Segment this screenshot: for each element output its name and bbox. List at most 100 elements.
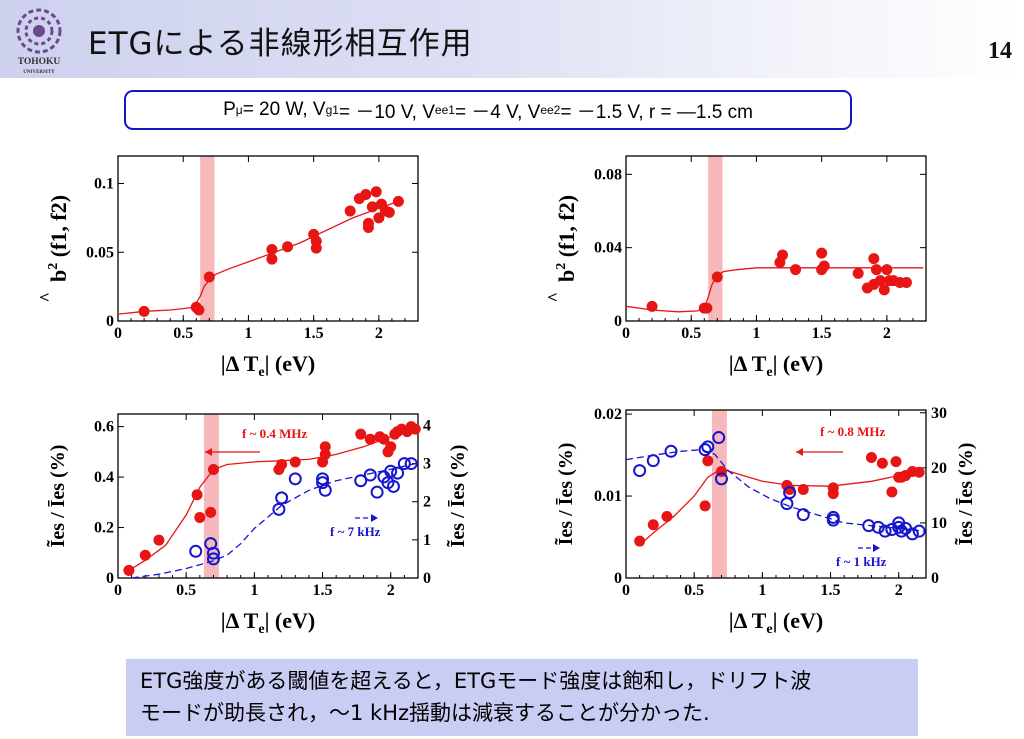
y-tick-label: 0.1 xyxy=(94,176,114,193)
blue-data-point xyxy=(397,457,411,471)
x-tick-label: 1 xyxy=(758,582,766,599)
y2-tick-label: 0 xyxy=(423,570,431,587)
blue-frequency-label: f ~ 1 kHz xyxy=(836,554,887,569)
slide-header: TOHOKU UNIVERSITY ETGによる非線形相互作用 14 xyxy=(0,0,1024,78)
blue-data-point xyxy=(783,486,797,500)
blue-data-point xyxy=(780,497,794,511)
red-fit-curve xyxy=(128,428,416,571)
x-tick-label: 0 xyxy=(622,582,630,599)
red-data-point xyxy=(816,247,828,259)
y-axis-hat: ^ xyxy=(544,292,564,302)
y-tick-label: 0.6 xyxy=(94,419,114,436)
logo-text-1: TOHOKU xyxy=(18,57,61,67)
x-tick-label: 2 xyxy=(883,325,891,342)
red-data-point xyxy=(378,433,390,445)
red-data-point xyxy=(364,433,376,445)
red-data-point xyxy=(266,253,278,265)
y-tick-label: 0 xyxy=(106,313,114,330)
y-axis-label-right: Ĩes / Īes (%) xyxy=(954,443,977,546)
red-data-point xyxy=(289,456,301,468)
red-data-point xyxy=(870,264,882,276)
summary-box: ETG強度がある閾値を超えると，ETGモード強度は飽和し，ドリフト波 モードが助… xyxy=(126,659,918,736)
red-data-point xyxy=(370,186,382,198)
y-axis-label-right: Ĩes / Īes (%) xyxy=(446,445,469,548)
red-data-point xyxy=(711,271,723,283)
blue-data-point xyxy=(878,524,892,538)
blue-data-point xyxy=(206,546,220,560)
y-tick-label: 0.01 xyxy=(594,488,622,505)
red-arrow-head xyxy=(796,448,803,456)
red-data-point xyxy=(266,244,278,255)
x-tick-label: 0 xyxy=(114,325,122,342)
red-data-point xyxy=(123,564,135,576)
chart-fluctuation-7khz: 0 0.5 1 1.5 2 0 0.2 0.4 0.6 0 1 2 3 4 f ~ 0.4 MHz f ~ 7… xyxy=(46,413,469,637)
blue-data-point xyxy=(905,527,919,541)
red-data-point xyxy=(205,506,217,518)
x-tick-label: 1 xyxy=(250,582,258,599)
red-data-point xyxy=(702,455,714,467)
y-axis-label-left: Ĩes / Īes (%) xyxy=(46,445,69,548)
blue-data-point xyxy=(206,552,220,566)
y2-tick-label: 10 xyxy=(931,515,947,532)
x-tick-label: 0 xyxy=(114,582,122,599)
blue-data-point xyxy=(698,443,712,457)
x-tick-label: 1.5 xyxy=(812,325,832,342)
red-data-point xyxy=(382,446,394,458)
x-tick-label: 0.5 xyxy=(681,325,701,342)
chart-b2-f1-f2-left: 0 0.5 1 1.5 2 0 0.05 0.1 |Δ Te| (eV) b2 (f1, f2) ^ xyxy=(36,155,419,380)
summary-line-1: ETG強度がある閾値を超えると，ETGモード強度は飽和し，ドリフト波 xyxy=(140,669,812,693)
blue-data-point xyxy=(701,440,715,454)
y-tick-label: 0 xyxy=(106,570,114,587)
red-data-point xyxy=(890,456,902,468)
blue-data-point xyxy=(318,483,332,497)
slide-title: ETGによる非線形相互作用 xyxy=(88,26,473,62)
blue-data-point xyxy=(826,510,840,524)
blue-frequency-label: f ~ 7 kHz xyxy=(330,524,381,539)
x-tick-label: 0.5 xyxy=(176,582,196,599)
y-tick-label: 0.2 xyxy=(94,520,114,537)
x-tick-label: 2 xyxy=(895,582,903,599)
red-data-point xyxy=(373,212,385,224)
blue-data-point xyxy=(370,485,384,499)
blue-data-point xyxy=(714,472,728,486)
red-data-point xyxy=(344,205,356,217)
red-data-point xyxy=(865,452,877,464)
red-data-point xyxy=(366,201,378,213)
red-data-point xyxy=(647,519,659,531)
red-data-point xyxy=(790,264,802,276)
page-number: 14 xyxy=(988,38,1012,64)
params-vee1-val: = －4 V, V xyxy=(454,101,541,123)
red-data-point xyxy=(139,549,151,561)
x-tick-label: 2 xyxy=(387,582,395,599)
red-fit-curve xyxy=(117,200,399,315)
y-tick-label: 0.04 xyxy=(594,240,622,257)
x-tick-label: 0.5 xyxy=(684,582,704,599)
y2-tick-label: 1 xyxy=(423,532,431,549)
red-data-point xyxy=(282,241,294,253)
red-data-point xyxy=(207,464,219,476)
blue-data-point xyxy=(646,454,660,468)
y-tick-label: 0 xyxy=(614,313,622,330)
logo-text-2: UNIVERSITY xyxy=(23,70,55,75)
params-p-sub: μ xyxy=(235,103,243,117)
blue-data-point xyxy=(386,479,400,493)
y2-tick-label: 3 xyxy=(423,456,431,473)
red-data-point xyxy=(816,264,828,276)
x-tick-label: 1.5 xyxy=(821,582,841,599)
blue-arrow-head xyxy=(873,544,880,552)
university-logo: TOHOKU UNIVERSITY xyxy=(16,8,62,75)
red-data-point xyxy=(881,264,893,276)
x-tick-label: 0.5 xyxy=(173,325,193,342)
red-data-point xyxy=(900,277,912,288)
red-data-point xyxy=(874,275,886,287)
params-vee1-sub: ee1 xyxy=(434,103,455,117)
blue-data-point xyxy=(885,523,899,537)
red-data-point xyxy=(699,500,711,512)
x-axis-label: |Δ Te| (eV) xyxy=(221,608,315,637)
red-data-point xyxy=(191,489,203,501)
threshold-band xyxy=(203,414,219,578)
blue-data-point xyxy=(288,472,302,486)
plot-frame xyxy=(117,155,419,322)
blue-data-point xyxy=(316,476,330,490)
